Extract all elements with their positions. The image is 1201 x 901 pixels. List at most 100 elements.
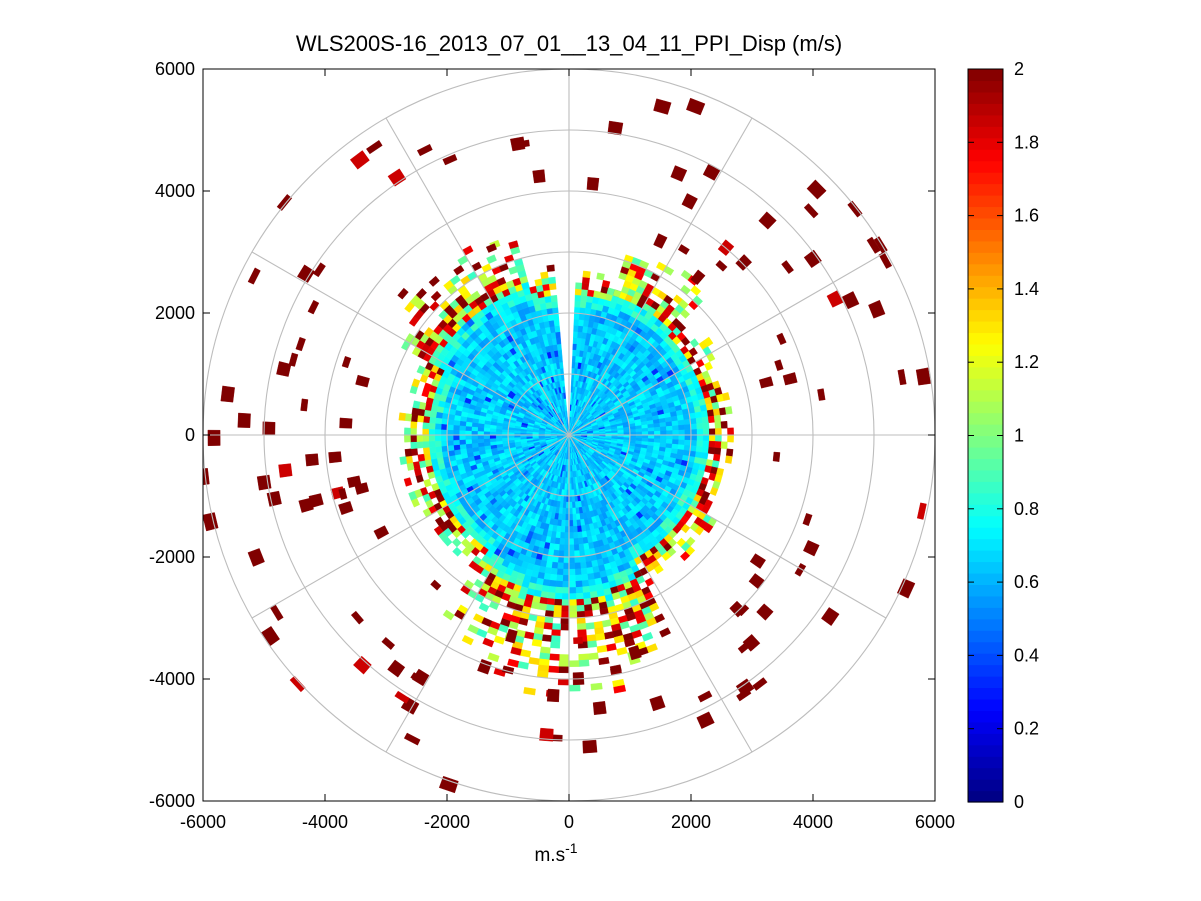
core-cell bbox=[477, 438, 485, 444]
band-cell bbox=[704, 361, 713, 371]
core-cell bbox=[551, 301, 559, 309]
far-return-cell bbox=[276, 361, 292, 377]
band-cell bbox=[548, 665, 560, 673]
core-cell bbox=[573, 331, 579, 339]
core-cell bbox=[568, 544, 575, 552]
core-cell bbox=[568, 550, 575, 558]
core-cell bbox=[440, 423, 448, 430]
core-cell bbox=[580, 567, 588, 576]
band-cell bbox=[546, 598, 555, 606]
band-cell bbox=[568, 611, 578, 619]
band-cell bbox=[718, 407, 727, 416]
colorbar-band bbox=[968, 756, 1003, 769]
band-cell bbox=[713, 447, 722, 456]
colorbar-band bbox=[968, 412, 1003, 425]
y-tick-label: -2000 bbox=[149, 547, 195, 567]
core-cell bbox=[575, 586, 584, 594]
band-cell bbox=[568, 605, 577, 613]
band-cell bbox=[549, 653, 560, 661]
core-cell bbox=[672, 439, 679, 445]
core-cell bbox=[459, 425, 466, 431]
core-cell bbox=[553, 319, 560, 327]
core-cell bbox=[684, 424, 692, 431]
core-cell bbox=[555, 580, 563, 588]
band-cell bbox=[568, 599, 577, 607]
core-cell bbox=[573, 312, 580, 320]
core-cell bbox=[435, 445, 443, 453]
core-cell bbox=[647, 434, 655, 439]
band-cell bbox=[575, 598, 585, 606]
core-cell bbox=[702, 440, 710, 448]
core-cell bbox=[483, 431, 491, 436]
core-cell bbox=[700, 410, 709, 418]
core-cell bbox=[690, 434, 698, 441]
core-cell bbox=[581, 579, 590, 588]
band-cell bbox=[410, 434, 417, 443]
band-cell bbox=[551, 623, 562, 631]
core-cell bbox=[556, 343, 562, 351]
core-cell bbox=[588, 584, 597, 593]
band-cell bbox=[410, 420, 418, 429]
x-tick-label: 0 bbox=[564, 812, 574, 832]
core-cell bbox=[659, 438, 667, 444]
band-cell bbox=[422, 421, 430, 430]
x-tick-label: -2000 bbox=[424, 812, 470, 832]
core-cell bbox=[678, 424, 686, 431]
band-cell bbox=[412, 400, 421, 409]
core-cell bbox=[547, 591, 556, 600]
core-cell bbox=[678, 429, 686, 436]
core-cell bbox=[551, 561, 559, 569]
core-cell bbox=[558, 550, 565, 558]
far-return-cell bbox=[339, 417, 353, 429]
core-cell bbox=[453, 444, 461, 451]
band-cell bbox=[531, 638, 543, 647]
y-tick-label: 6000 bbox=[155, 59, 195, 79]
colorbar-tick-label: 0.4 bbox=[1014, 645, 1039, 665]
band-cell bbox=[558, 660, 570, 668]
core-cell bbox=[578, 543, 585, 551]
colorbar-band bbox=[968, 149, 1003, 162]
band-cell bbox=[416, 414, 425, 423]
band-cell bbox=[416, 434, 423, 442]
band-cell bbox=[542, 283, 551, 292]
core-cell bbox=[428, 428, 436, 436]
core-cell bbox=[585, 560, 593, 569]
core-cell bbox=[684, 439, 692, 446]
core-cell bbox=[560, 525, 566, 533]
band-cell bbox=[552, 610, 562, 619]
band-cell bbox=[540, 271, 549, 280]
ppi-cells bbox=[203, 97, 931, 794]
core-cell bbox=[465, 443, 473, 449]
band-cell bbox=[423, 409, 432, 417]
core-cell bbox=[562, 562, 570, 570]
colorbar-band bbox=[968, 320, 1003, 334]
y-tick-label: -4000 bbox=[149, 669, 195, 689]
band-cell bbox=[576, 623, 587, 631]
colorbar-tick-label: 2 bbox=[1014, 59, 1024, 79]
colorbar-band bbox=[968, 229, 1003, 242]
band-cell bbox=[576, 604, 585, 612]
core-cell bbox=[459, 439, 466, 445]
core-cell bbox=[573, 531, 579, 539]
far-return-cell bbox=[592, 701, 607, 716]
core-cell bbox=[559, 538, 565, 545]
core-cell bbox=[574, 568, 582, 576]
core-cell bbox=[678, 434, 686, 441]
core-cell bbox=[571, 507, 577, 515]
core-cell bbox=[572, 525, 578, 533]
band-cell bbox=[574, 288, 583, 296]
core-cell bbox=[447, 444, 455, 452]
core-cell bbox=[635, 428, 643, 433]
core-cell bbox=[446, 434, 454, 441]
core-cell bbox=[556, 568, 564, 576]
core-cell bbox=[568, 568, 576, 576]
core-cell bbox=[549, 573, 558, 582]
core-cell bbox=[440, 434, 448, 441]
core-cell bbox=[471, 442, 479, 448]
core-cell bbox=[578, 549, 586, 557]
core-cell bbox=[550, 294, 558, 303]
y-tick-label: -6000 bbox=[149, 791, 195, 811]
core-cell bbox=[572, 519, 578, 527]
core-cell bbox=[677, 419, 685, 426]
